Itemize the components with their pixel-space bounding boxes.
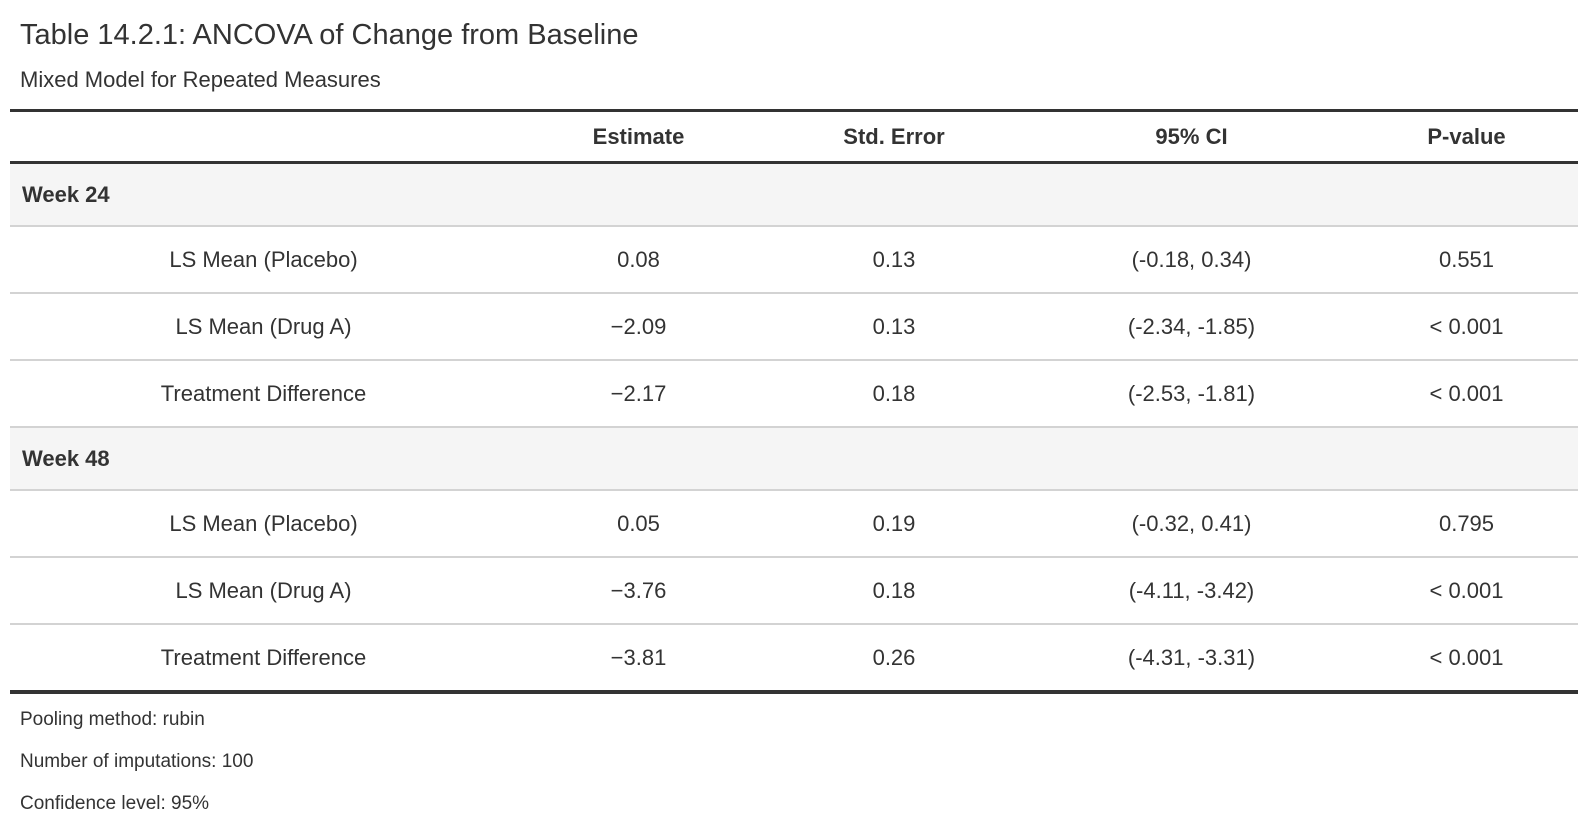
- column-header-stub: [10, 110, 517, 165]
- ci-cell: (-2.53, -1.81): [1028, 360, 1355, 429]
- group-row-week-24: Week 24: [10, 161, 1578, 228]
- std-error-cell: 0.18: [760, 360, 1028, 429]
- estimate-cell: −2.09: [517, 293, 760, 362]
- estimate-cell: 0.05: [517, 490, 760, 559]
- p-value-cell: < 0.001: [1355, 624, 1578, 695]
- column-header-estimate: Estimate: [517, 110, 760, 165]
- std-error-cell: 0.13: [760, 293, 1028, 362]
- ci-cell: (-0.32, 0.41): [1028, 490, 1355, 559]
- p-value-cell: 0.551: [1355, 226, 1578, 295]
- group-label: Week 24: [10, 161, 1578, 228]
- row-label: Treatment Difference: [10, 360, 517, 429]
- p-value-cell: < 0.001: [1355, 557, 1578, 626]
- group-label: Week 48: [10, 426, 1578, 492]
- table-row: LS Mean (Drug A) −2.09 0.13 (-2.34, -1.8…: [10, 293, 1578, 362]
- std-error-cell: 0.19: [760, 490, 1028, 559]
- row-label: LS Mean (Drug A): [10, 293, 517, 362]
- ancova-table: Estimate Std. Error 95% CI P-value Week …: [10, 109, 1578, 695]
- column-header-p-value: P-value: [1355, 110, 1578, 165]
- std-error-cell: 0.26: [760, 624, 1028, 695]
- table-subtitle: Mixed Model for Repeated Measures: [20, 66, 381, 92]
- table-row: LS Mean (Placebo) 0.05 0.19 (-0.32, 0.41…: [10, 490, 1578, 559]
- table-row: Treatment Difference −3.81 0.26 (-4.31, …: [10, 624, 1578, 695]
- table-row: Treatment Difference −2.17 0.18 (-2.53, …: [10, 360, 1578, 429]
- table-row: LS Mean (Placebo) 0.08 0.13 (-0.18, 0.34…: [10, 226, 1578, 295]
- column-header-std-error: Std. Error: [760, 110, 1028, 165]
- ci-cell: (-4.11, -3.42): [1028, 557, 1355, 626]
- ci-cell: (-4.31, -3.31): [1028, 624, 1355, 695]
- column-header-ci: 95% CI: [1028, 110, 1355, 165]
- std-error-cell: 0.13: [760, 226, 1028, 295]
- estimate-cell: −3.76: [517, 557, 760, 626]
- table-row: LS Mean (Drug A) −3.76 0.18 (-4.11, -3.4…: [10, 557, 1578, 626]
- ci-cell: (-0.18, 0.34): [1028, 226, 1355, 295]
- table-title: Table 14.2.1: ANCOVA of Change from Base…: [20, 19, 639, 51]
- p-value-cell: 0.795: [1355, 490, 1578, 559]
- row-label: LS Mean (Placebo): [10, 226, 517, 295]
- row-label: LS Mean (Placebo): [10, 490, 517, 559]
- estimate-cell: −3.81: [517, 624, 760, 695]
- row-label: Treatment Difference: [10, 624, 517, 695]
- estimate-cell: −2.17: [517, 360, 760, 429]
- p-value-cell: < 0.001: [1355, 293, 1578, 362]
- p-value-cell: < 0.001: [1355, 360, 1578, 429]
- footnote-confidence-level: Confidence level: 95%: [20, 793, 210, 815]
- footnote-pooling-method: Pooling method: rubin: [20, 709, 205, 731]
- header-row: Estimate Std. Error 95% CI P-value: [10, 110, 1578, 165]
- group-row-week-48: Week 48: [10, 426, 1578, 492]
- std-error-cell: 0.18: [760, 557, 1028, 626]
- estimate-cell: 0.08: [517, 226, 760, 295]
- ci-cell: (-2.34, -1.85): [1028, 293, 1355, 362]
- row-label: LS Mean (Drug A): [10, 557, 517, 626]
- footnotes: Pooling method: rubin Number of imputati…: [0, 694, 1588, 830]
- footnote-imputations: Number of imputations: 100: [20, 751, 254, 773]
